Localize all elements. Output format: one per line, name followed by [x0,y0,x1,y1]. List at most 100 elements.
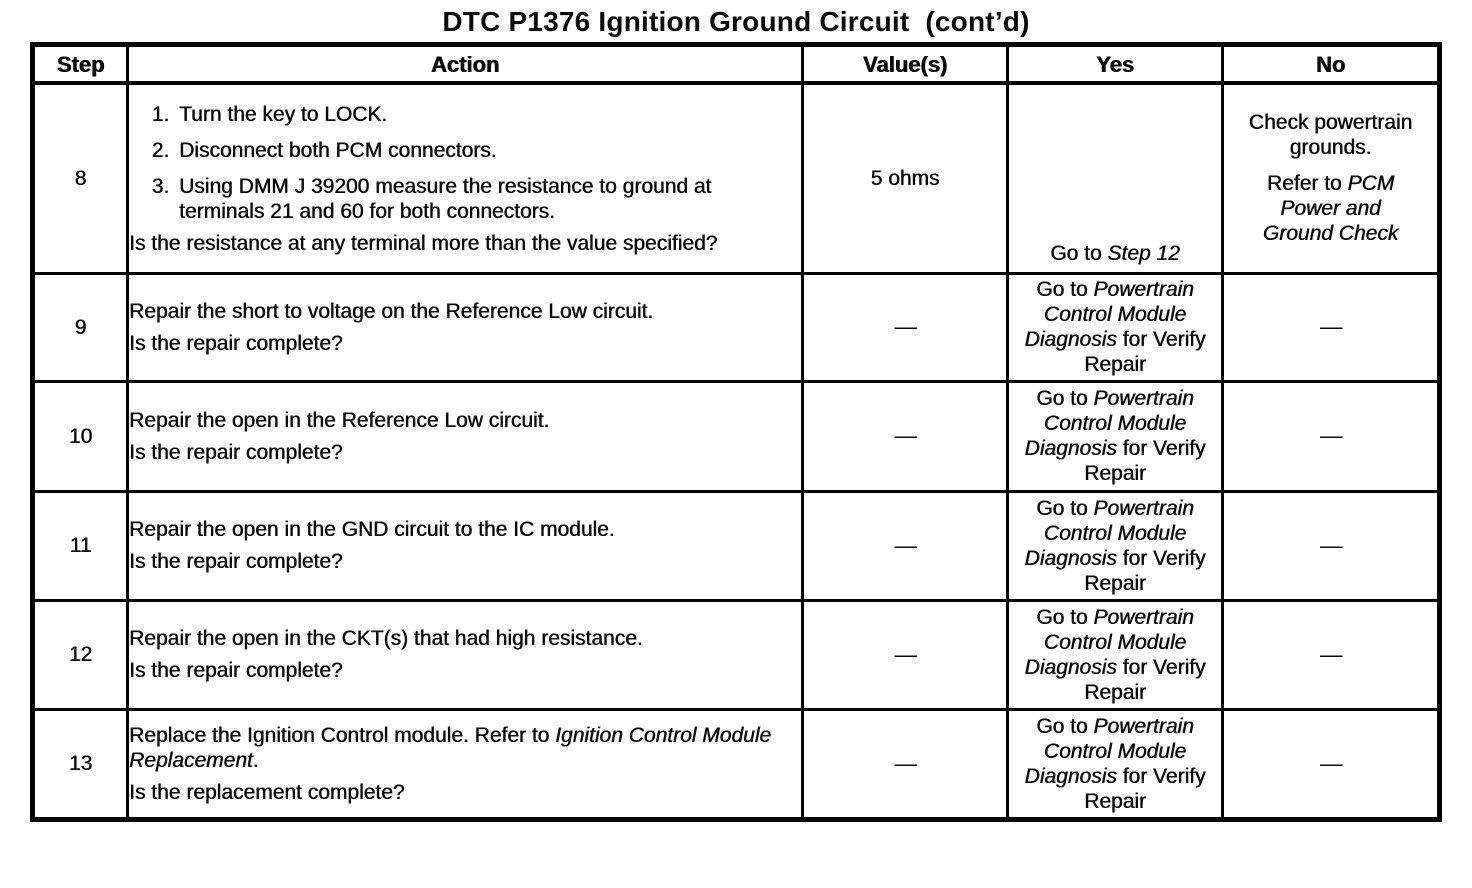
no-instruction-line: Check powertrain grounds. [1248,111,1413,160]
goto-suffix: for Verify Repair [1084,655,1206,704]
goto-prefix: Go to [1036,387,1094,410]
goto-suffix: for Verify Repair [1084,437,1206,485]
action-question: Is the repair complete? [129,331,343,355]
goto-reference: Powertrain Control Module Diagnosis [1024,605,1194,679]
goto-reference: Powertrain Control Module Diagnosis [1024,714,1194,788]
action-step-item: Disconnect both PCM connectors. [175,138,801,163]
no-cell: — [1221,598,1441,711]
column-header-action: Action [126,43,804,85]
action-text: Repair the open in the Reference Low cir… [129,408,550,432]
table-row-step-10: 10 Repair the open in the Reference Low … [31,379,1441,493]
goto-reference: Powertrain Control Module Diagnosis [1024,387,1194,460]
dash-placeholder: — [1320,423,1342,448]
yes-goto-text: Go to Powertrain Control Module Diagnosi… [1009,275,1221,379]
no-cell: — [1221,271,1441,383]
yes-cell: Go to Powertrain Control Module Diagnosi… [1006,379,1224,493]
dash-placeholder: — [894,641,917,667]
value-cell: — [801,707,1009,821]
dash-placeholder: — [894,532,917,558]
no-cell: Check powertrain grounds. Refer to PCM P… [1221,81,1441,275]
yes-goto-text: Go to Step 12 [1009,241,1221,272]
action-cell: Repair the short to voltage on the Refer… [126,271,804,383]
yes-cell: Go to Step 12 [1006,81,1224,275]
value-cell: 5 ohms [801,81,1009,275]
no-cell: — [1221,489,1441,602]
dash-placeholder: — [894,750,917,776]
refer-prefix: Refer to [1266,172,1348,196]
yes-goto-text: Go to Powertrain Control Module Diagnosi… [1009,494,1221,598]
no-instruction-block: Check powertrain grounds. Refer to PCM P… [1224,110,1437,246]
column-header-no: No [1221,43,1441,85]
step-cell: 10 [31,379,129,493]
action-step-item: Using DMM J 39200 measure the resistance… [175,174,801,224]
column-header-step: Step [31,43,129,85]
goto-prefix: Go to [1036,714,1094,738]
table-row-step-12: 12 Repair the open in the CKT(s) that ha… [31,598,1441,711]
no-cell: — [1221,707,1441,821]
yes-cell: Go to Powertrain Control Module Diagnosi… [1006,707,1224,821]
yes-goto-text: Go to Powertrain Control Module Diagnosi… [1009,712,1221,816]
action-cell: Turn the key to LOCK. Disconnect both PC… [126,81,804,275]
column-header-yes: Yes [1006,43,1224,85]
value-cell: — [801,271,1009,383]
goto-reference: Powertrain Control Module Diagnosis [1024,278,1194,351]
goto-suffix: for Verify Repair [1084,328,1206,376]
yes-cell: Go to Powertrain Control Module Diagnosi… [1006,271,1224,383]
action-cell: Replace the Ignition Control module. Ref… [126,707,804,821]
table-row-step-9: 9 Repair the short to voltage on the Ref… [31,271,1441,383]
column-header-value: Value(s) [801,43,1009,85]
action-text: Repair the open in the GND circuit to th… [129,518,615,541]
step-cell: 12 [31,598,129,711]
goto-suffix: for Verify Repair [1084,546,1206,595]
value-cell: — [801,379,1009,493]
step-cell: 13 [31,707,129,821]
action-suffix: . [252,748,259,772]
goto-prefix: Go to [1036,496,1094,520]
dash-placeholder: — [1320,314,1342,339]
dash-placeholder: — [894,314,917,339]
action-question: Is the repair complete? [129,659,343,682]
action-steps-list: Turn the key to LOCK. Disconnect both PC… [129,102,801,224]
step-cell: 8 [31,81,129,275]
action-question: Is the repair complete? [129,440,343,464]
action-question: Is the replacement complete? [129,780,405,804]
table-row-step-11: 11 Repair the open in the GND circuit to… [31,489,1441,602]
dash-placeholder: — [1320,641,1342,667]
action-reference: Ignition Control Module Replacement [129,723,772,772]
no-refer-line: Refer to PCM Power and Ground Check [1245,171,1417,246]
goto-prefix: Go to [1036,278,1094,301]
action-question: Is the repair complete? [129,550,343,573]
action-text: Repair the short to voltage on the Refer… [129,299,654,323]
table-row-step-13: 13 Replace the Ignition Control module. … [31,707,1441,821]
goto-prefix: Go to [1050,241,1108,265]
goto-suffix: for Verify Repair [1084,764,1206,813]
yes-goto-text: Go to Powertrain Control Module Diagnosi… [1009,603,1221,707]
action-step-item: Turn the key to LOCK. [175,102,801,127]
step-cell: 9 [31,271,129,383]
action-cell: Repair the open in the Reference Low cir… [126,379,804,493]
no-cell: — [1221,379,1441,493]
action-cell: Repair the open in the GND circuit to th… [126,489,804,602]
value-cell: — [801,598,1009,711]
action-text: Repair the open in the CKT(s) that had h… [129,627,643,650]
value-cell: — [801,489,1009,602]
goto-prefix: Go to [1036,605,1094,629]
diagnostic-table: Step Action Value(s) Yes No 8 Turn the k… [30,42,1442,822]
page-title: DTC P1376 Ignition Ground Circuit (cont’… [442,6,1030,37]
goto-reference: Powertrain Control Module Diagnosis [1024,496,1194,570]
dash-placeholder: — [894,423,917,448]
table-row-step-8: 8 Turn the key to LOCK. Disconnect both … [31,81,1441,275]
action-prefix: Replace the Ignition Control module. Ref… [129,723,556,747]
goto-reference: Step 12 [1107,241,1180,265]
action-text: Replace the Ignition Control module. Ref… [129,723,801,773]
step-cell: 11 [31,489,129,602]
dash-placeholder: — [1320,750,1342,776]
yes-cell: Go to Powertrain Control Module Diagnosi… [1006,598,1224,711]
dash-placeholder: — [1320,532,1342,558]
action-question: Is the resistance at any terminal more t… [129,232,718,256]
table-header-row: Step Action Value(s) Yes No [31,43,1441,85]
action-cell: Repair the open in the CKT(s) that had h… [126,598,804,711]
yes-goto-text: Go to Powertrain Control Module Diagnosi… [1009,384,1221,488]
yes-cell: Go to Powertrain Control Module Diagnosi… [1006,489,1224,602]
